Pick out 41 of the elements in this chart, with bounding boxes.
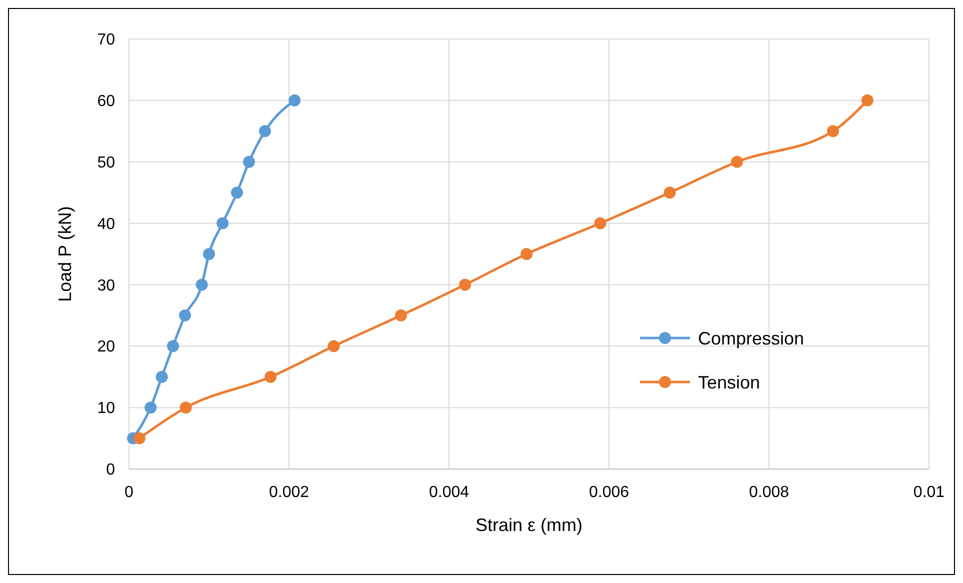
point [216, 217, 229, 230]
point [167, 340, 179, 352]
point [288, 94, 301, 106]
y-tick-label: 30 [97, 277, 116, 294]
y-tick-label: 40 [97, 216, 116, 233]
legend-label: Compression [698, 328, 804, 348]
y-tick-label: 0 [106, 462, 116, 479]
legend-label: Tension [698, 372, 760, 392]
x-tick-label: 0.006 [588, 484, 630, 501]
point [259, 125, 271, 138]
x-tick-label: 0.01 [913, 484, 945, 501]
point [664, 186, 676, 199]
y-tick-label: 60 [97, 93, 116, 110]
point [196, 278, 208, 291]
point [594, 217, 606, 230]
point [328, 340, 340, 352]
point [264, 370, 277, 383]
point [827, 125, 839, 138]
x-axis-title: Strain ε (mm) [475, 515, 583, 535]
point [180, 402, 192, 414]
y-tick-label: 10 [97, 400, 116, 418]
point [861, 94, 874, 106]
point [520, 248, 533, 260]
point [243, 156, 255, 168]
x-tick-label: 0.008 [748, 484, 790, 501]
y-axis-title: Load P (kN) [55, 206, 75, 302]
point [179, 309, 191, 322]
x-tick-label: 0.004 [428, 484, 470, 501]
x-tick-label: 0.002 [268, 484, 310, 501]
point [459, 278, 471, 291]
point [133, 432, 146, 444]
point [395, 309, 407, 322]
point [144, 402, 157, 414]
x-tick-label: 0 [124, 484, 134, 501]
y-tick-label: 70 [97, 32, 116, 49]
point [731, 156, 743, 168]
y-tick-label: 50 [97, 154, 116, 172]
point [203, 248, 215, 260]
point [156, 370, 168, 383]
y-tick-label: 20 [97, 338, 116, 356]
point [231, 186, 243, 199]
